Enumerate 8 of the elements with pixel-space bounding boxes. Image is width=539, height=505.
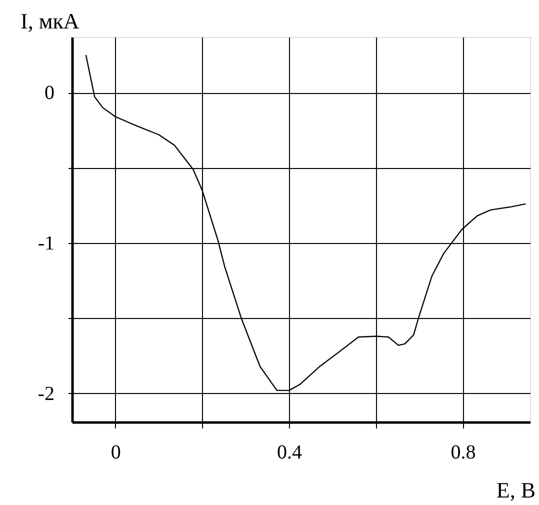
x-tick-label: 0.8 [450,442,476,464]
y-tick-label: -2 [38,382,54,405]
y-tick-label: -1 [38,232,54,255]
y-axis-title: I, мкА [20,8,80,34]
x-axis-title: E, В [496,478,536,502]
x-tick-label: 0.4 [277,442,302,464]
y-tick-label: 0 [44,82,54,104]
x-tick-label: 0 [110,442,121,464]
